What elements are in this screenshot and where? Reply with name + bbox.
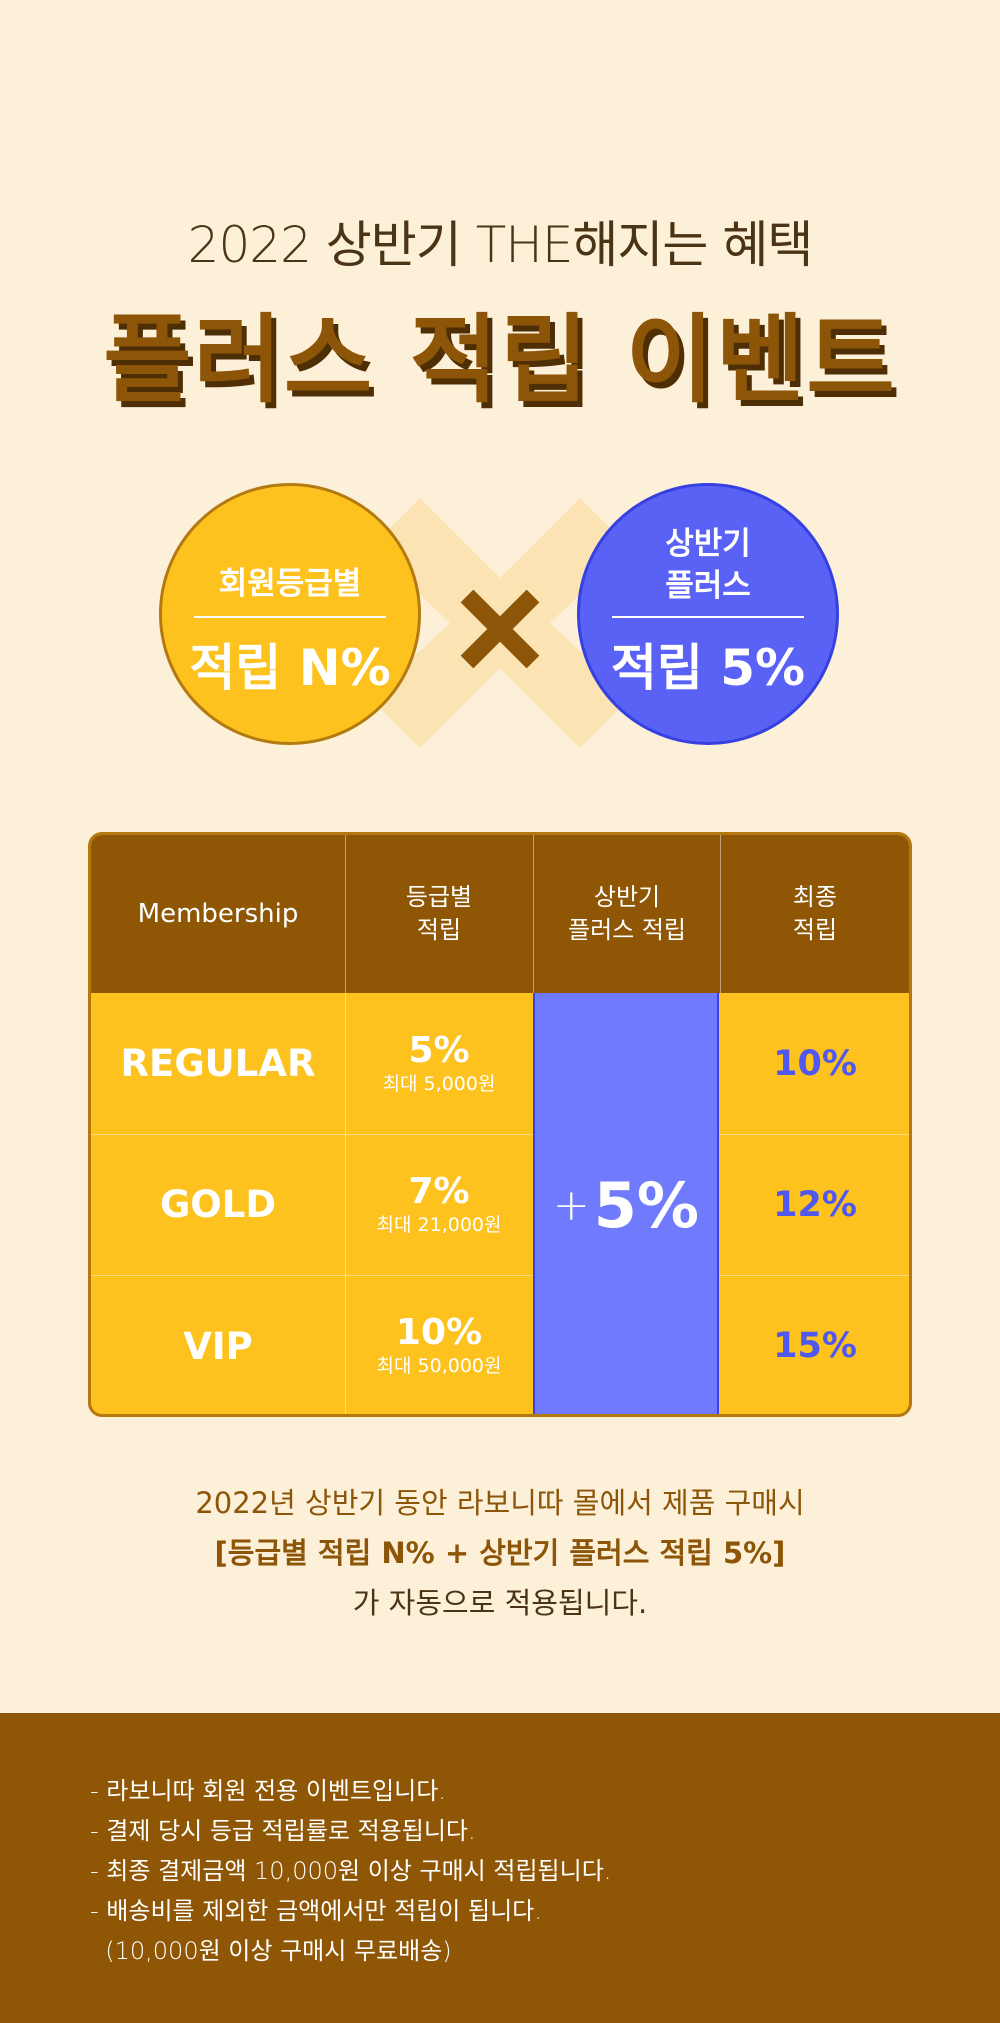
description-line2: [등급별 적립 N% + 상반기 플러스 적립 5%] xyxy=(214,1536,786,1570)
grade-reward-value: 적립 N% xyxy=(189,639,391,697)
header-membership: Membership xyxy=(137,898,299,929)
row-divider xyxy=(91,1275,909,1276)
table-row-final: 10% xyxy=(773,1043,857,1084)
table-row-final: 15% xyxy=(773,1326,857,1366)
notice-footer: - 라보니따 회원 전용 이벤트입니다. - 결제 당시 등급 적립률로 적용됩… xyxy=(0,1713,1000,2023)
reward-table: Membership 등급별 적립 상반기 플러스 적립 최종 적립 REGULAR … xyxy=(88,832,912,1417)
notice-item: (10,000원 이상 구매시 무료배송) xyxy=(90,1937,452,1965)
event-title: 플러스 적립 이벤트 xyxy=(103,304,897,416)
event-subtitle: 2022 상반기 THE해지는 혜택 xyxy=(187,216,814,274)
multiply-icon xyxy=(460,589,540,669)
header-grade-reward: 등급별 적립 xyxy=(405,883,473,944)
plus-pattern-column xyxy=(533,993,719,1414)
grade-reward-label: 회원등급별 xyxy=(218,566,362,602)
notice-item: - 결제 당시 등급 적립률로 적용됩니다. xyxy=(90,1817,476,1845)
table-row-rate: 7% 최대 21,000원 xyxy=(376,1170,502,1236)
circle-divider xyxy=(612,616,804,618)
table-row-tier: GOLD xyxy=(159,1183,277,1226)
notice-item: - 최종 결제금액 10,000원 이상 구매시 적립됩니다. xyxy=(90,1857,612,1885)
header-plus-reward: 상반기 플러스 적립 xyxy=(567,883,687,944)
grade-reward-circle: 회원등급별 적립 N% xyxy=(159,483,421,745)
plus-label-line1: 상반기 xyxy=(665,526,751,562)
column-divider xyxy=(533,835,534,993)
table-row-final: 12% xyxy=(773,1184,857,1225)
column-divider xyxy=(345,835,346,1414)
table-row-rate: 5% 최대 5,000원 xyxy=(382,1029,496,1095)
plus-reward-cell: + 5% xyxy=(533,993,719,1414)
table-row-rate: 10% 최대 50,000원 xyxy=(376,1312,502,1378)
half-year-plus-circle: 상반기 플러스 적립 5% xyxy=(577,483,839,745)
column-divider xyxy=(720,835,721,993)
table-row-tier: VIP xyxy=(183,1324,253,1368)
plus-sign: + xyxy=(552,1179,590,1231)
plus-label-line2: 플러스 xyxy=(665,568,751,604)
notice-item: - 라보니따 회원 전용 이벤트입니다. xyxy=(90,1777,446,1805)
plus-reward-value: 적립 5% xyxy=(610,639,806,697)
plus-value: 5% xyxy=(593,1168,700,1242)
description-line3: 가 자동으로 적용됩니다. xyxy=(352,1586,648,1620)
table-header: Membership 등급별 적립 상반기 플러스 적립 최종 적립 xyxy=(91,835,909,993)
header-final-reward: 최종 적립 xyxy=(792,883,838,944)
circle-divider xyxy=(194,616,386,618)
event-description: 2022년 상반기 동안 라보니따 몰에서 제품 구매시 [등급별 적립 N% … xyxy=(0,1478,1000,1628)
description-line1: 2022년 상반기 동안 라보니따 몰에서 제품 구매시 xyxy=(195,1486,805,1520)
notice-item: - 배송비를 제외한 금액에서만 적립이 됩니다. xyxy=(90,1897,542,1925)
table-row-tier: REGULAR xyxy=(120,1042,316,1085)
row-divider xyxy=(91,1134,909,1135)
notice-list: - 라보니따 회원 전용 이벤트입니다. - 결제 당시 등급 적립률로 적용됩… xyxy=(90,1771,611,1971)
